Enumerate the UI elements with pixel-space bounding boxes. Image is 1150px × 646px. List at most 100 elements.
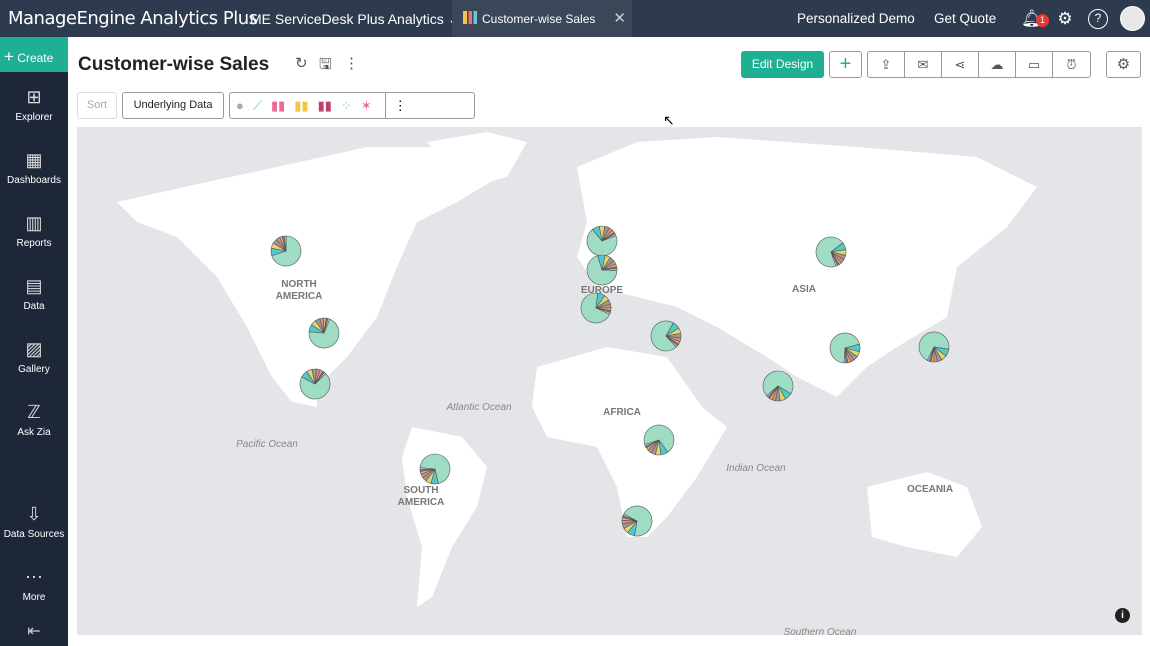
pie-slice[interactable]: [918, 331, 950, 361]
pie-marker[interactable]: [586, 254, 618, 286]
pie-slice[interactable]: [283, 235, 287, 252]
pie-slice[interactable]: [622, 513, 638, 522]
pie-slice[interactable]: [314, 371, 327, 385]
top-bar: ManageEngine Analytics Plus ME ServiceDe…: [0, 0, 1150, 37]
pie-slice[interactable]: [601, 268, 618, 271]
chart-type-bar: ● ⟋ ▮▮ ▮▮ ▮▮ ⁘ ✶ ⋮: [229, 92, 475, 119]
pie-marker[interactable]: [762, 370, 794, 402]
pie-marker[interactable]: [650, 320, 682, 352]
sidebar-item-dashboards[interactable]: ▦ Dashboards: [0, 150, 68, 186]
gear-icon[interactable]: ⚙: [1057, 9, 1073, 28]
combo-chart-icon[interactable]: ▮▮: [317, 97, 332, 113]
sort-button[interactable]: Sort: [77, 92, 117, 119]
world-map[interactable]: NORTH AMERICA EUROPE ASIA AFRICA SOUTH AMERICA…: [77, 127, 1142, 638]
publish-cloud-icon[interactable]: ☁: [979, 52, 1016, 77]
pie-slice[interactable]: [595, 307, 611, 315]
get-quote-link[interactable]: Get Quote: [934, 11, 997, 26]
pie-marker[interactable]: [299, 368, 331, 400]
continent-label: ASIA: [792, 284, 816, 295]
add-button[interactable]: +: [829, 51, 862, 78]
ocean-label: Southern Ocean: [784, 627, 857, 635]
pie-marker[interactable]: [918, 331, 950, 363]
pie-slice[interactable]: [926, 346, 935, 362]
save-icon[interactable]: 🖫: [319, 56, 332, 73]
map-label: AMERICA: [276, 291, 323, 302]
zia-icon: ℤ: [27, 402, 41, 422]
stacked-bar-icon[interactable]: ▮▮: [294, 97, 309, 113]
share-icon[interactable]: ⋖: [942, 52, 979, 77]
pie-marker[interactable]: [308, 317, 340, 349]
label: Reports: [16, 238, 52, 249]
pie-slice[interactable]: [643, 424, 675, 453]
more-options-icon[interactable]: ⋮: [344, 55, 359, 72]
notification-badge: 1: [1036, 14, 1049, 27]
brand-logo[interactable]: ManageEngine Analytics Plus: [8, 8, 258, 29]
scatter-chart-icon[interactable]: ⁘: [340, 97, 352, 113]
refresh-icon[interactable]: ↻: [295, 55, 308, 72]
map-label: NORTH: [281, 279, 317, 290]
pie-chart-icon[interactable]: ●: [236, 98, 244, 113]
export-icon[interactable]: ⇪: [868, 52, 905, 77]
pie-marker[interactable]: [643, 424, 675, 456]
pie-slice[interactable]: [766, 385, 779, 398]
help-icon[interactable]: ?: [1088, 9, 1108, 29]
close-icon[interactable]: ✕: [613, 10, 626, 27]
pie-slice[interactable]: [830, 251, 839, 267]
pie-marker[interactable]: [586, 225, 618, 257]
explorer-icon: ⊞: [26, 87, 42, 107]
avatar[interactable]: [1120, 6, 1145, 31]
settings-button[interactable]: ⚙: [1106, 51, 1141, 78]
more-chart-types-icon[interactable]: ⋮: [384, 93, 407, 118]
pie-slice[interactable]: [601, 233, 617, 242]
pie-marker[interactable]: [580, 292, 612, 324]
pie-slice[interactable]: [644, 439, 660, 447]
sidebar-item-reports[interactable]: ▥ Reports: [0, 213, 68, 249]
pie-slice[interactable]: [299, 373, 331, 400]
alarm-icon[interactable]: ⏰︎: [1066, 57, 1077, 72]
sidebar-item-ask-zia[interactable]: ℤ Ask Zia: [0, 402, 68, 438]
pie-slice[interactable]: [650, 320, 677, 352]
pie-slice[interactable]: [843, 347, 847, 364]
pie-slice[interactable]: [323, 318, 331, 334]
comment-icon[interactable]: ▭: [1016, 52, 1053, 77]
collapse-sidebar-icon[interactable]: ⇤: [27, 623, 41, 640]
pie-slice[interactable]: [665, 335, 678, 348]
bar-chart-icon[interactable]: ▮▮: [270, 97, 286, 113]
pie-marker[interactable]: [621, 505, 653, 537]
email-icon[interactable]: ✉: [905, 52, 942, 77]
pie-marker[interactable]: [815, 236, 847, 268]
pie-slice[interactable]: [271, 235, 302, 267]
pie-slice[interactable]: [623, 505, 653, 537]
reports-icon: ▥: [25, 213, 43, 233]
info-icon[interactable]: i: [1115, 608, 1130, 623]
pie-slice[interactable]: [580, 292, 611, 324]
sidebar-item-data[interactable]: ▤ Data: [0, 276, 68, 312]
sidebar-item-gallery[interactable]: ▨ Gallery: [0, 339, 68, 375]
sidebar-item-explorer[interactable]: ⊞ Explorer: [0, 87, 68, 123]
land: [117, 132, 1037, 607]
create-button[interactable]: + Create: [0, 37, 68, 72]
ocean-label: Atlantic Ocean: [445, 402, 511, 413]
line-chart-icon[interactable]: ⟋: [252, 97, 262, 113]
underlying-data-button[interactable]: Underlying Data: [122, 92, 224, 119]
tab-customer-wise-sales[interactable]: Customer-wise Sales ✕: [452, 0, 632, 37]
pie-marker[interactable]: [829, 332, 861, 364]
workspace-dropdown[interactable]: ME ServiceDesk Plus Analytics ⌄: [250, 11, 459, 28]
more-icon: ⋯: [25, 567, 43, 587]
label: Gallery: [18, 364, 50, 375]
dashboards-icon: ▦: [25, 150, 43, 170]
pie-slice[interactable]: [762, 370, 794, 397]
personalized-demo-link[interactable]: Personalized Demo: [797, 11, 915, 26]
pie-slice[interactable]: [815, 236, 844, 268]
page-title: Customer-wise Sales: [78, 54, 270, 75]
sidebar-item-data-sources[interactable]: ⇩ Data Sources: [0, 504, 68, 540]
pie-slice[interactable]: [308, 318, 340, 349]
pie-slice[interactable]: [419, 467, 436, 470]
tab-label: Customer-wise Sales: [482, 12, 596, 26]
pie-marker[interactable]: [419, 453, 451, 485]
map-chart-icon[interactable]: ✶: [360, 97, 372, 113]
edit-design-button[interactable]: Edit Design: [741, 51, 824, 78]
sidebar-item-more[interactable]: ⋯ More: [0, 567, 68, 603]
pie-marker[interactable]: [270, 235, 302, 267]
continent-label: AFRICA: [603, 407, 641, 418]
